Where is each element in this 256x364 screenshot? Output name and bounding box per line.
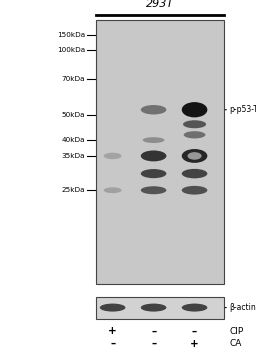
Ellipse shape [182,149,207,163]
Text: –: – [151,339,156,349]
Ellipse shape [184,131,206,138]
Ellipse shape [141,150,166,161]
Text: 150kDa: 150kDa [57,32,85,37]
Text: –: – [192,326,197,336]
Text: 100kDa: 100kDa [57,47,85,54]
Ellipse shape [183,120,206,128]
Ellipse shape [182,102,207,117]
FancyBboxPatch shape [96,297,224,318]
Ellipse shape [182,186,207,195]
Ellipse shape [104,153,122,159]
Text: 293T: 293T [146,0,174,9]
Ellipse shape [141,304,166,312]
Text: CIP: CIP [230,327,244,336]
Text: 35kDa: 35kDa [61,153,85,159]
Ellipse shape [182,169,207,178]
Ellipse shape [143,137,165,143]
Ellipse shape [141,186,166,194]
Text: +: + [190,339,199,349]
Text: –: – [110,339,115,349]
Ellipse shape [141,105,166,114]
Text: 40kDa: 40kDa [61,137,85,143]
Text: p-p53-T55: p-p53-T55 [230,105,256,114]
Ellipse shape [182,304,207,312]
Ellipse shape [141,169,166,178]
Text: 70kDa: 70kDa [61,76,85,82]
FancyBboxPatch shape [96,20,224,284]
Text: β-actin: β-actin [230,303,256,312]
Ellipse shape [104,187,122,193]
Text: 50kDa: 50kDa [61,112,85,118]
Ellipse shape [100,304,125,312]
Text: CA: CA [230,340,242,348]
Text: –: – [151,326,156,336]
Ellipse shape [187,152,202,160]
Text: 25kDa: 25kDa [61,187,85,193]
Text: +: + [108,326,117,336]
